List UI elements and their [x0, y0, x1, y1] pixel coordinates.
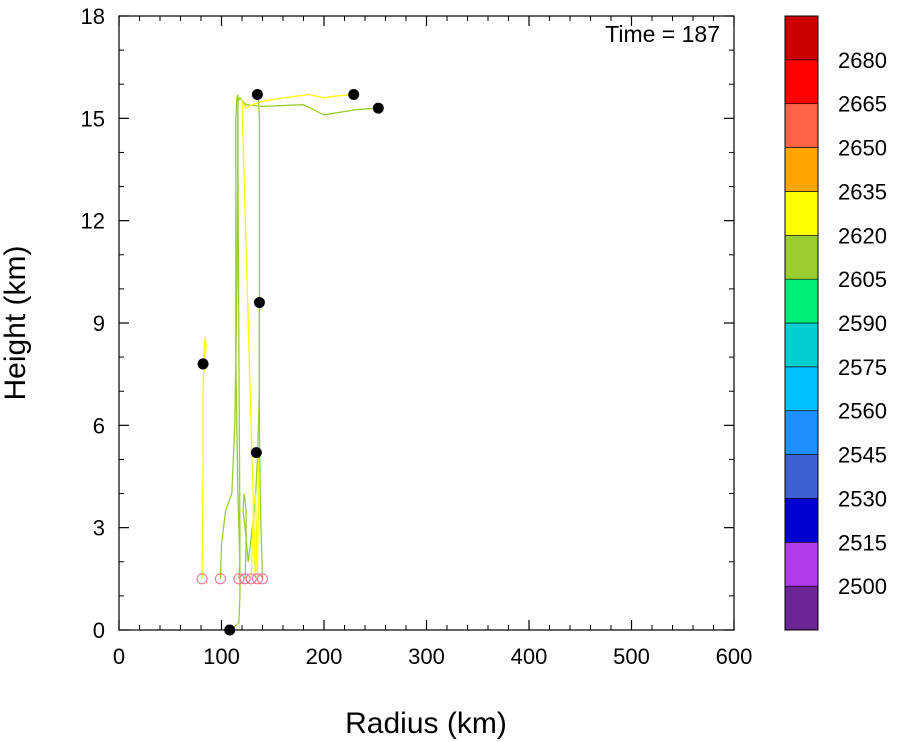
- colorbar-segment: [784, 15, 819, 61]
- series-lines: [201, 93, 379, 631]
- y-tick-label: 9: [93, 311, 105, 336]
- y-tick-label: 18: [81, 4, 105, 29]
- colorbar-segment: [784, 498, 819, 543]
- y-axis-label: Height (km): [0, 245, 32, 400]
- colorbar-label: 2665: [838, 92, 887, 117]
- colorbar-segment: [784, 191, 819, 236]
- x-tick-label: 100: [203, 644, 240, 669]
- colorbar-segment: [784, 585, 819, 631]
- axis-ticks: [118, 15, 735, 631]
- trajectory-line-7: [256, 94, 264, 579]
- end-marker-1: [197, 358, 209, 370]
- x-axis-label: Radius (km): [345, 707, 507, 740]
- trajectory-line-3: [229, 94, 241, 631]
- colorbar-label: 2590: [838, 311, 887, 336]
- y-tick-label: 0: [93, 618, 105, 643]
- time-annotation: Time = 187: [605, 21, 720, 47]
- x-tick-label: 300: [408, 644, 445, 669]
- colorbar-label: 2575: [838, 355, 887, 380]
- start-marker-4: [239, 573, 251, 585]
- markers: [196, 88, 384, 636]
- colorbar: 2500 2515 2530 2545 2560 2575 2590 2605 2620 2635…: [784, 15, 887, 631]
- colorbar-label: 2500: [838, 574, 887, 599]
- colorbar-segment: [784, 322, 819, 368]
- colorbar-segment: [784, 541, 819, 587]
- trajectory-line-6: [256, 452, 260, 579]
- colorbar-label: 2680: [838, 48, 887, 73]
- colorbar-segment: [784, 366, 819, 412]
- colorbar-label: 2620: [838, 223, 887, 248]
- colorbar-segment: [784, 454, 819, 499]
- end-marker-2: [372, 102, 384, 114]
- tick-labels: 0 100 200 300 400 500 600 0 3 6 9 12 15 18: [81, 4, 753, 669]
- colorbar-label: 2605: [838, 267, 887, 292]
- end-marker-6: [251, 88, 263, 100]
- colorbar-frame: [784, 15, 819, 631]
- start-marker-6: [251, 573, 263, 585]
- x-tick-label: 0: [113, 644, 125, 669]
- trajectory-line-1: [201, 336, 207, 579]
- start-marker-1: [196, 573, 208, 585]
- y-tick-label: 6: [93, 413, 105, 438]
- colorbar-label: 2635: [838, 179, 887, 204]
- y-tick-label: 12: [81, 209, 105, 234]
- end-marker-7: [250, 447, 262, 459]
- end-marker-5: [348, 88, 360, 100]
- colorbar-segment: [784, 147, 819, 192]
- x-tick-label: 500: [613, 644, 650, 669]
- end-marker-4: [253, 297, 265, 309]
- colorbar-segment: [784, 59, 819, 105]
- start-marker-2: [214, 573, 226, 585]
- start-marker-5: [245, 573, 257, 585]
- x-tick-label: 200: [306, 644, 343, 669]
- colorbar-label: 2650: [838, 136, 887, 161]
- colorbar-segment: [784, 410, 819, 455]
- x-tick-label: 600: [716, 644, 753, 669]
- start-marker-7: [257, 573, 268, 585]
- colorbar-segment: [784, 278, 819, 324]
- x-tick-label: 400: [511, 644, 548, 669]
- plot-frame: [118, 15, 735, 631]
- colorbar-label: 2515: [838, 530, 887, 555]
- trajectory-line-5: [241, 93, 354, 579]
- end-marker-3: [224, 624, 236, 636]
- colorbar-label: 2560: [838, 399, 887, 424]
- start-marker-3: [233, 573, 245, 585]
- y-tick-label: 15: [81, 106, 105, 131]
- colorbar-label: 2545: [838, 443, 887, 468]
- colorbar-segment: [784, 103, 819, 148]
- colorbar-segment: [784, 234, 819, 280]
- y-tick-label: 3: [93, 516, 105, 541]
- colorbar-label: 2530: [838, 486, 887, 511]
